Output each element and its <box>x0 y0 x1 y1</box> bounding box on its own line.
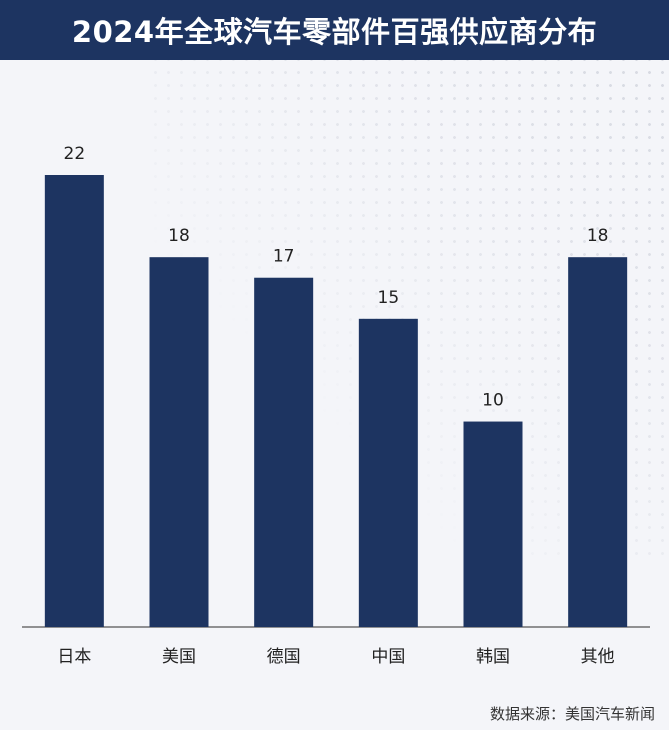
x-tick-label-2: 德国 <box>267 647 301 667</box>
chart-title: 2024年全球汽车零部件百强供应商分布 <box>71 15 598 49</box>
data-label-3: 15 <box>378 288 400 308</box>
bar-4 <box>463 421 523 627</box>
bar-1 <box>149 257 209 627</box>
x-tick-label-3: 中国 <box>371 647 405 667</box>
chart-title-bar: 2024年全球汽车零部件百强供应商分布 <box>0 0 669 60</box>
x-tick-label-5: 其他 <box>581 647 615 667</box>
data-label-4: 10 <box>482 391 504 411</box>
bar-2 <box>254 277 314 627</box>
bar-3 <box>358 318 418 627</box>
x-tick-label-1: 美国 <box>162 647 196 667</box>
bar-0 <box>44 175 104 627</box>
bar-5 <box>568 257 628 627</box>
data-label-5: 18 <box>587 226 609 246</box>
data-label-2: 17 <box>273 247 295 267</box>
data-label-1: 18 <box>168 226 190 246</box>
data-label-0: 22 <box>64 144 86 164</box>
x-tick-label-0: 日本 <box>57 647 91 667</box>
x-tick-label-4: 韩国 <box>476 647 510 667</box>
data-source-note: 数据来源：美国汽车新闻 <box>489 705 655 723</box>
